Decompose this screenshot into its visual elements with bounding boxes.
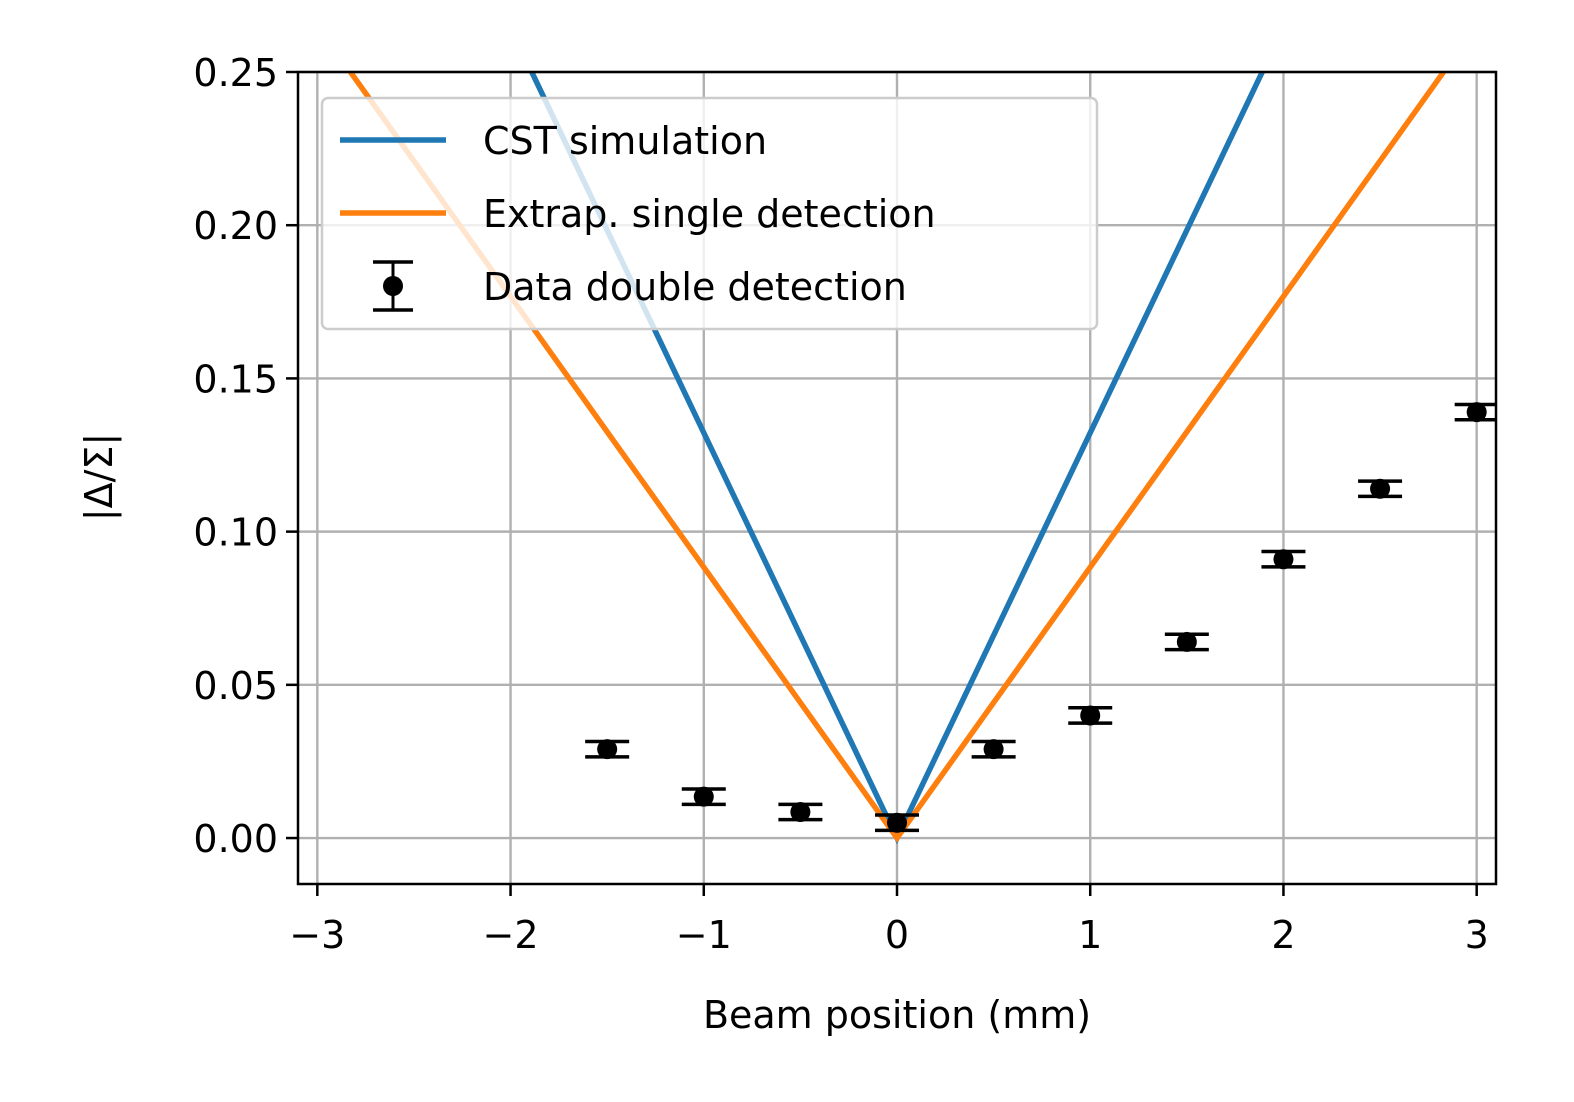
data-points — [585, 402, 1496, 833]
y-tick-label: 0.05 — [193, 664, 278, 708]
y-axis-label: |Δ/Σ| — [77, 433, 122, 521]
y-tick-label: 0.00 — [193, 817, 278, 861]
legend-label-2: Data double detection — [483, 265, 907, 309]
data-point — [1466, 402, 1487, 423]
axis-ticks: −3 −2 −1 0 1 2 3 0.00 0.05 0.10 0.15 0.20 0.25 — [193, 51, 1488, 957]
legend-box — [320, 96, 1099, 331]
y-tick-label: 0.20 — [193, 204, 278, 248]
x-tick-label: −2 — [483, 913, 539, 957]
x-axis-label: Beam position (mm) — [703, 993, 1091, 1037]
x-tick-label: −3 — [289, 913, 345, 957]
x-tick-label: 1 — [1078, 913, 1102, 957]
data-point — [1273, 549, 1294, 570]
y-tick-label: 0.10 — [193, 511, 278, 555]
data-point — [1080, 705, 1101, 726]
legend-swatch-marker — [383, 276, 403, 296]
data-point — [597, 739, 618, 760]
data-point — [887, 812, 907, 833]
y-tick-label: 0.15 — [193, 357, 278, 401]
data-point — [1176, 631, 1197, 652]
x-tick-label: 0 — [885, 913, 909, 957]
data-point — [693, 786, 714, 807]
data-point — [790, 801, 811, 822]
x-tick-label: −1 — [676, 913, 732, 957]
x-tick-label: 2 — [1271, 913, 1295, 957]
legend-label-0: CST simulation — [483, 119, 767, 163]
x-tick-label: 3 — [1465, 913, 1489, 957]
data-point — [983, 739, 1004, 760]
legend-label-1: Extrap. single detection — [483, 192, 936, 236]
y-tick-label: 0.25 — [193, 51, 278, 95]
legend: CST simulation Extrap. single detection Da… — [320, 96, 1099, 331]
data-point — [1370, 478, 1391, 499]
